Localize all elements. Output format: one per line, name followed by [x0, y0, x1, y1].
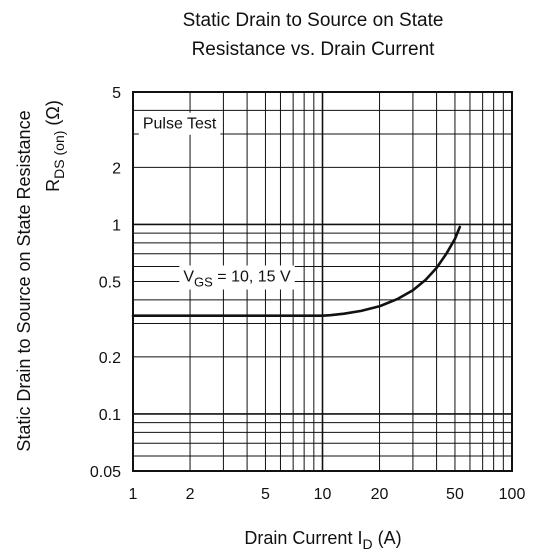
series-layer — [131, 225, 462, 318]
annotation-pulse-test-bg — [138, 112, 221, 135]
y-tick-label: 2 — [112, 160, 121, 177]
annotations: Pulse Test VGS = 10, 15 V — [138, 112, 295, 290]
grid — [132, 91, 513, 472]
x-tick-label: 50 — [446, 486, 464, 503]
x-axis-label: Drain Current ID (A) — [244, 528, 401, 552]
y-axis-label-line-2: RDS (on) (Ω) — [43, 100, 67, 192]
x-tick-label: 20 — [371, 486, 389, 503]
chart-title-line-2: Resistance vs. Drain Current — [192, 39, 436, 60]
tick-labels: 1 2 5 10 20 50 100 0.05 0.1 0.2 0.5 1 2 5 — [90, 85, 526, 503]
y-tick-label: 1 — [112, 217, 121, 234]
annotation-pulse-test: Pulse Test — [143, 116, 217, 133]
x-tick-label: 10 — [314, 486, 332, 503]
plot-frame — [132, 91, 513, 472]
y-tick-label: 0.05 — [90, 464, 121, 481]
annotation-vgs: VGS = 10, 15 V — [183, 269, 291, 290]
series-line — [131, 225, 462, 318]
y-tick-label: 5 — [112, 85, 121, 102]
y-axis-label-line-1: Static Drain to Source on State Resistan… — [14, 110, 34, 451]
annotation-vgs-bg — [179, 265, 295, 290]
x-tick-label: 100 — [499, 486, 526, 503]
y-tick-label: 0.5 — [99, 275, 121, 292]
y-tick-label: 0.2 — [99, 350, 121, 367]
x-tick-label: 2 — [186, 486, 195, 503]
axis-labels: Drain Current ID (A) Static Drain to Sour… — [14, 100, 402, 552]
chart-title-line-1: Static Drain to Source on State — [183, 10, 444, 31]
y-tick-label: 0.1 — [99, 407, 121, 424]
x-tick-label: 5 — [261, 486, 270, 503]
x-tick-label: 1 — [129, 486, 138, 503]
chart-title: Static Drain to Source on State Resistan… — [183, 10, 444, 60]
